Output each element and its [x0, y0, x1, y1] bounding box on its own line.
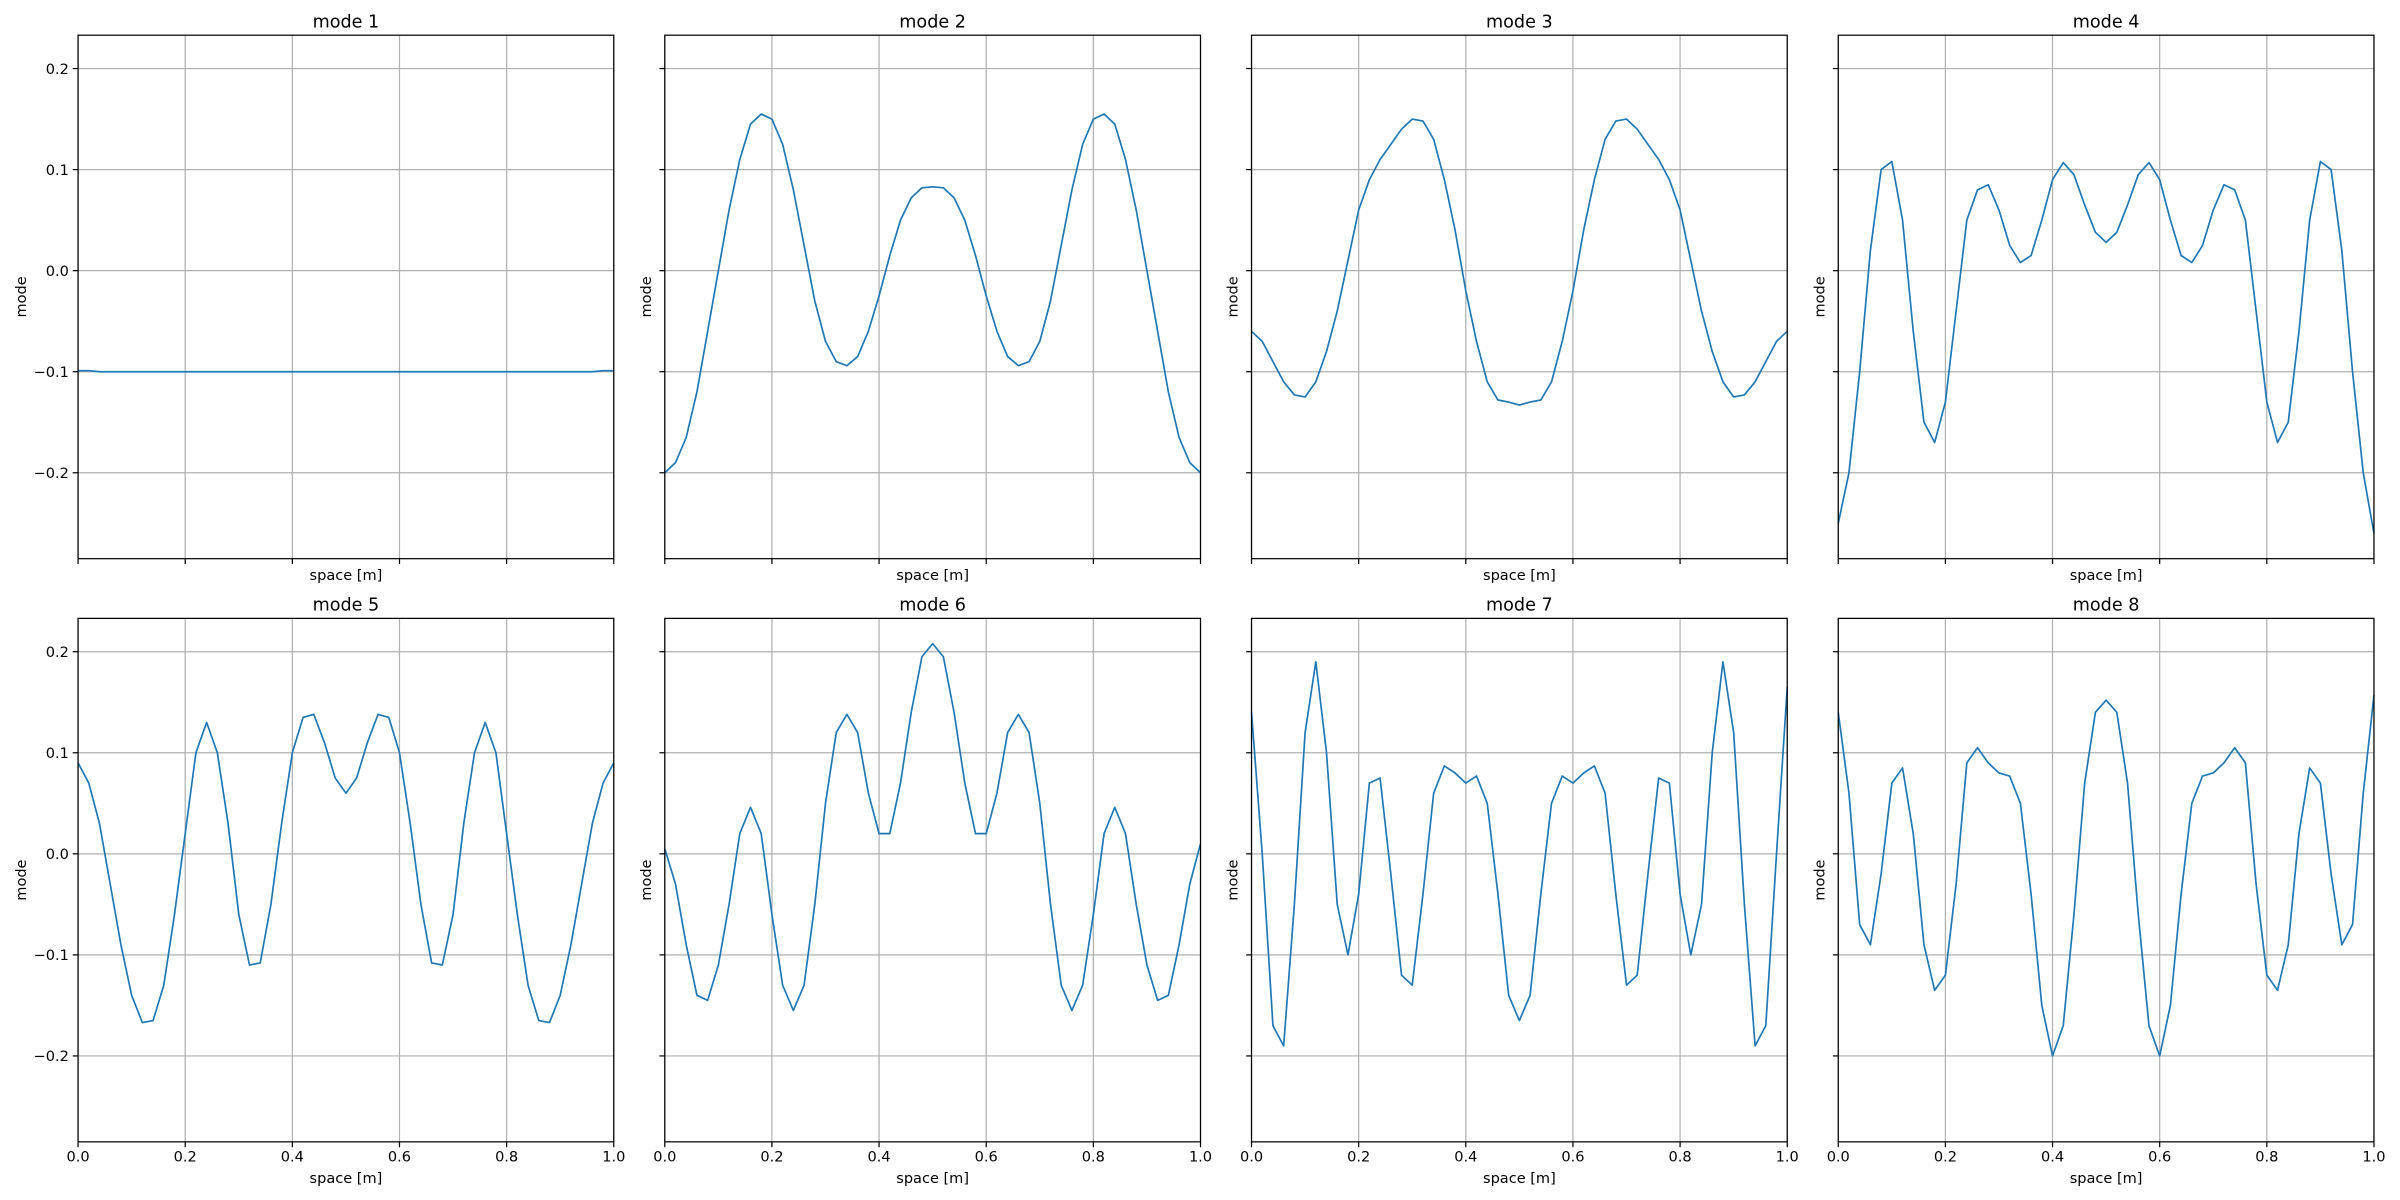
y-axis-label: mode [1812, 276, 1828, 317]
y-tick-label: 0.1 [46, 163, 69, 179]
line [1250, 118, 1788, 406]
subplot-title: mode 8 [2073, 596, 2140, 616]
subplot-title: mode 6 [899, 596, 966, 616]
y-tick-label: −0.2 [34, 466, 69, 482]
subplot-title: mode 7 [1486, 596, 1553, 616]
frame [664, 617, 1202, 1143]
x-tick-label: 0.6 [1561, 1150, 1584, 1166]
x-axis-label: space [m] [896, 1171, 969, 1187]
x-tick-label: 0.4 [1454, 1150, 1477, 1166]
line [1250, 660, 1789, 1047]
subplot-title: mode 1 [313, 13, 380, 33]
subplot-title: mode 5 [313, 596, 380, 616]
y-axis-label: mode [14, 276, 30, 317]
subplot: mode 2 space [m] mode [639, 13, 1202, 584]
subplot: 0.0 0.2 0.4 0.6 0.8 1.0 mode 7 space [m] mode [1226, 596, 1799, 1187]
frame [1250, 617, 1788, 1143]
frame [1837, 617, 2375, 1143]
y-axis-label: mode [1226, 276, 1242, 317]
x-tick-label: 0.8 [495, 1150, 518, 1166]
x-tick-label: 0.6 [975, 1150, 998, 1166]
x-tick-label: 1.0 [1776, 1150, 1799, 1166]
x-axis-label: space [m] [310, 568, 383, 584]
line [78, 369, 614, 373]
subplot: −0.2 −0.1 0.0 0.1 0.2 mode 1 space [m] mode [14, 13, 615, 584]
frame [664, 34, 1202, 560]
y-tick-label: −0.1 [34, 365, 69, 381]
subplot-title: mode 4 [2073, 13, 2140, 33]
x-axis-label: space [m] [2070, 1171, 2143, 1187]
line [1837, 160, 2375, 534]
x-axis-label: space [m] [1483, 1171, 1556, 1187]
x-tick-label: 0.6 [2148, 1150, 2171, 1166]
y-axis-label: mode [1812, 859, 1828, 900]
x-tick-label: 0.6 [388, 1150, 411, 1166]
x-axis-label: space [m] [2070, 568, 2143, 584]
frame [1250, 34, 1788, 560]
line [77, 713, 615, 1024]
x-tick-label: 0.0 [653, 1150, 676, 1166]
y-tick-label: −0.2 [34, 1049, 69, 1065]
x-tick-label: 1.0 [2362, 1150, 2385, 1166]
line [664, 113, 1202, 474]
line [663, 642, 1202, 1012]
subplot-title: mode 2 [899, 13, 966, 33]
x-tick-label: 0.4 [2041, 1150, 2064, 1166]
y-tick-label: 0.1 [46, 746, 69, 762]
frame [1837, 34, 2375, 560]
subplot-title: mode 3 [1486, 13, 1553, 33]
x-tick-label: 0.8 [1082, 1150, 1105, 1166]
x-axis-label: space [m] [1483, 568, 1556, 584]
y-tick-label: 0.0 [46, 847, 69, 863]
x-tick-label: 1.0 [602, 1150, 625, 1166]
x-tick-label: 0.0 [66, 1150, 89, 1166]
x-axis-label: space [m] [310, 1171, 383, 1187]
subplot: 0.0 0.2 0.4 0.6 0.8 1.0 mode 8 space [m] mode [1812, 596, 2385, 1187]
x-tick-label: 0.8 [1669, 1150, 1692, 1166]
x-tick-label: 0.2 [174, 1150, 197, 1166]
x-tick-label: 0.2 [1347, 1150, 1370, 1166]
y-tick-label: 0.2 [46, 645, 69, 661]
x-tick-label: 0.2 [1934, 1150, 1957, 1166]
x-axis-label: space [m] [896, 568, 969, 584]
y-tick-label: 0.2 [46, 62, 69, 78]
x-tick-label: 0.0 [1240, 1150, 1263, 1166]
y-axis-label: mode [14, 859, 30, 900]
subplot: mode 3 space [m] mode [1226, 13, 1788, 584]
subplot: 0.0 0.2 0.4 0.6 0.8 1.0 mode 6 space [m] mode [639, 596, 1212, 1187]
line [1837, 695, 2375, 1057]
y-tick-label: −0.1 [34, 948, 69, 964]
y-tick-label: 0.0 [46, 264, 69, 280]
y-axis-label: mode [639, 276, 655, 317]
subplot: mode 4 space [m] mode [1812, 13, 2375, 584]
x-tick-label: 1.0 [1189, 1150, 1212, 1166]
frame [77, 34, 615, 560]
y-axis-label: mode [1226, 859, 1242, 900]
x-tick-label: 0.0 [1827, 1150, 1850, 1166]
subplot: 0.0 0.2 0.4 0.6 0.8 1.0 −0.2 −0.1 0.0 0.1 0.2 mode … [14, 596, 625, 1187]
y-axis-label: mode [639, 859, 655, 900]
x-tick-label: 0.8 [2255, 1150, 2278, 1166]
x-tick-label: 0.2 [760, 1150, 783, 1166]
frame [77, 617, 615, 1143]
x-tick-label: 0.4 [281, 1150, 304, 1166]
x-tick-label: 0.4 [868, 1150, 891, 1166]
